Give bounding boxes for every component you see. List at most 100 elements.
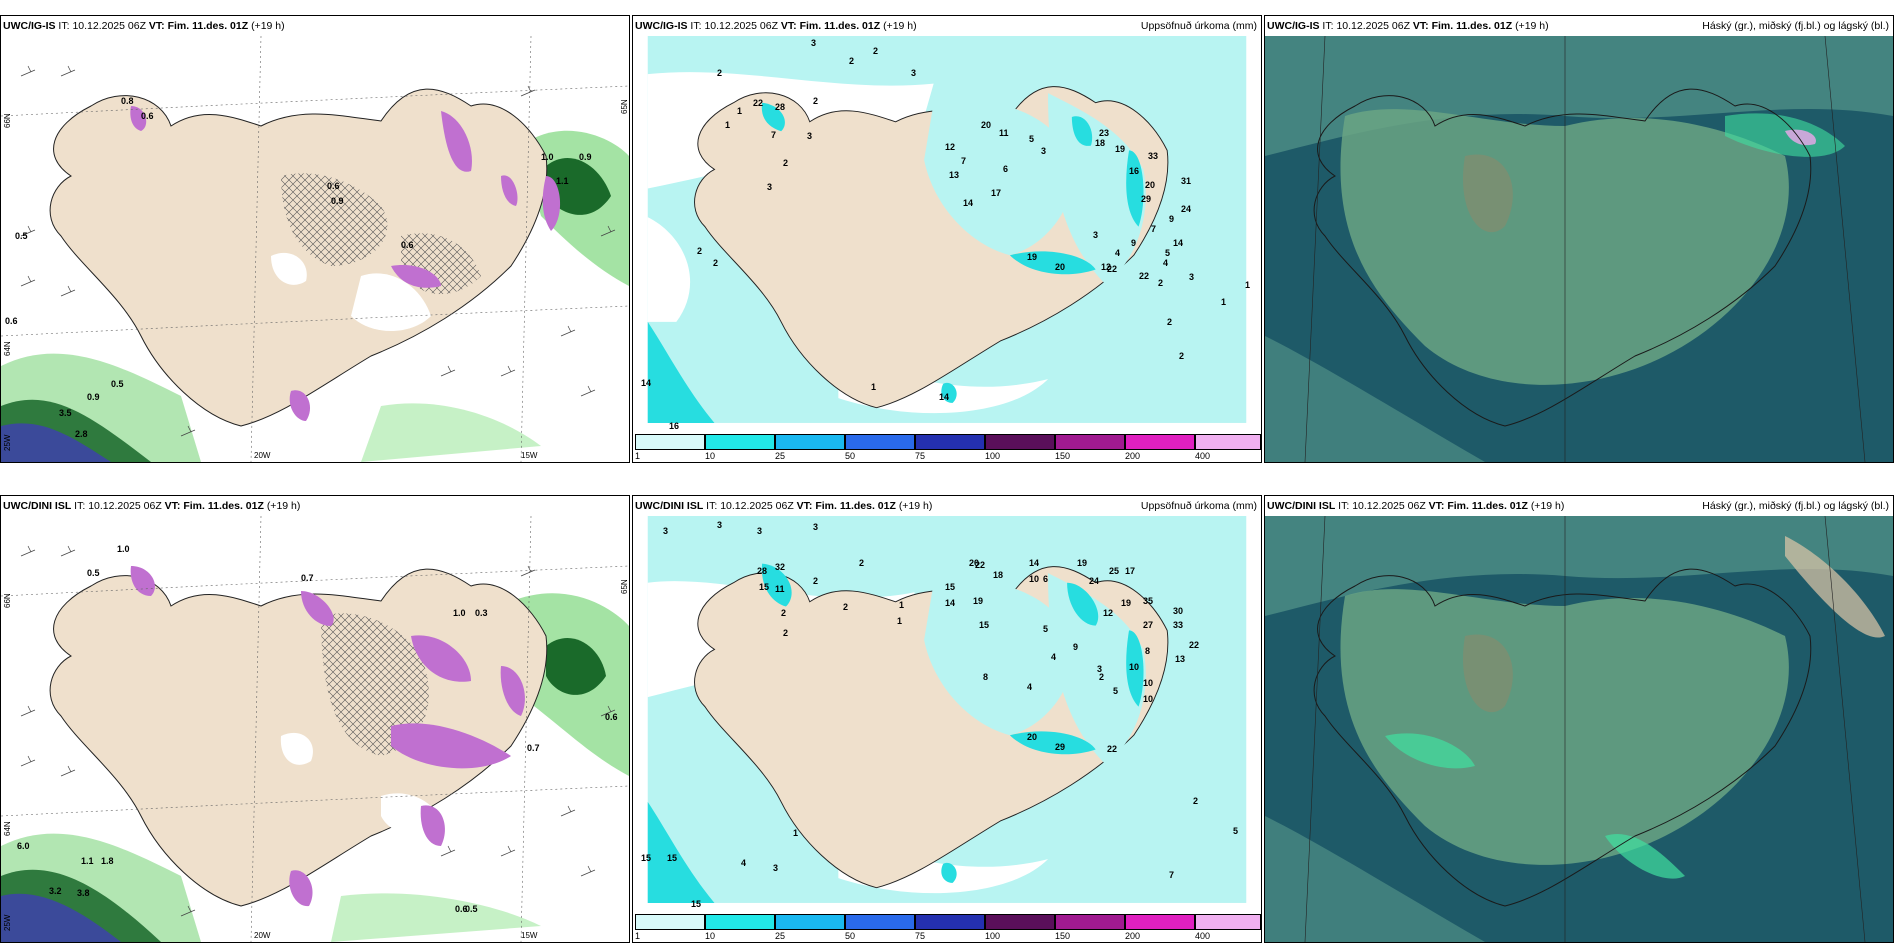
precip-value-label: 12 bbox=[945, 142, 956, 152]
precip-value-label: 1 bbox=[1245, 280, 1251, 290]
precip-value-label: 2 bbox=[1179, 351, 1185, 361]
colorbar-tick: 200 bbox=[1125, 931, 1141, 941]
precip-value-label: 18 bbox=[1095, 138, 1106, 148]
vt-label: VT: bbox=[148, 20, 165, 32]
precip-value-label: 3 bbox=[807, 131, 813, 141]
colorbar bbox=[635, 914, 1261, 930]
model-name: UWC/IG-IS bbox=[635, 20, 688, 32]
precip-value-label: 16 bbox=[669, 421, 680, 431]
lead-time: (+19 h) bbox=[883, 20, 917, 32]
precip-value-label: 10 bbox=[1143, 678, 1154, 688]
snow-value-label: 0.6 bbox=[5, 316, 18, 326]
colorbar-swatch bbox=[1195, 914, 1261, 930]
it-label: IT: bbox=[74, 500, 86, 512]
snow-value-label: 0.6 bbox=[141, 111, 154, 121]
precip-value-label: 28 bbox=[775, 102, 786, 112]
precip-value-label: 9 bbox=[1073, 642, 1079, 652]
colorbar-tick: 75 bbox=[915, 451, 926, 461]
precip-value-label: 10 bbox=[1129, 662, 1140, 672]
precip-value-label: 20 bbox=[969, 558, 980, 568]
precip-value-label: 24 bbox=[1089, 576, 1100, 586]
snow-value-label: 3.2 bbox=[49, 886, 62, 896]
precip-value-label: 3 bbox=[1041, 146, 1047, 156]
precip-value-label: 5 bbox=[1043, 624, 1049, 634]
precip-value-label: 15 bbox=[759, 582, 770, 592]
vt-value: Fim. 11.des. 01Z bbox=[1431, 20, 1513, 32]
colorbar-tick: 50 bbox=[845, 451, 856, 461]
lead-time: (+19 h) bbox=[1530, 500, 1565, 512]
precip-value-label: 2 bbox=[781, 608, 787, 618]
precip-value-label: 2 bbox=[813, 96, 819, 106]
precip-value-label: 3 bbox=[911, 68, 917, 78]
precip-value-label: 19 bbox=[1027, 252, 1038, 262]
precip-value-label: 19 bbox=[1115, 144, 1126, 154]
precip-value-label: 6 bbox=[1043, 574, 1049, 584]
model-name: UWC/DINI ISL bbox=[635, 500, 704, 512]
precip-value-label: 2 bbox=[717, 68, 723, 78]
colorbar-swatch bbox=[985, 914, 1055, 930]
lead-time: (+19 h) bbox=[251, 20, 285, 32]
precip-value-label: 35 bbox=[1143, 596, 1154, 606]
precip-value-label: 22 bbox=[1139, 271, 1150, 281]
map-variable-title: Háský (gr.), miðský (fj.bl.) og lágský (… bbox=[1702, 500, 1889, 512]
lead-time: (+19 h) bbox=[266, 500, 301, 512]
precip-value-label: 22 bbox=[1107, 744, 1118, 754]
it-label: IT: bbox=[1338, 500, 1350, 512]
snow-wind-map bbox=[1, 36, 629, 462]
colorbar-tick: 75 bbox=[915, 931, 926, 941]
precip-value-label: 15 bbox=[691, 899, 702, 909]
precip-value-label: 5 bbox=[1165, 248, 1171, 258]
snow-value-label: 1.0 bbox=[541, 152, 554, 162]
vt-label: VT: bbox=[796, 500, 813, 512]
lon-label: 25W bbox=[3, 434, 12, 451]
panel-title: UWC/IG-IS IT: 10.12.2025 06Z VT: Fim. 11… bbox=[1, 16, 629, 36]
precip-value-label: 29 bbox=[1055, 742, 1066, 752]
precip-value-label: 13 bbox=[1175, 654, 1186, 664]
precip-value-label: 15 bbox=[945, 582, 956, 592]
snow-value-label: 0.6 bbox=[327, 181, 340, 191]
snow-value-label: 0.7 bbox=[527, 743, 540, 753]
precip-value-label: 2 bbox=[713, 258, 719, 268]
snow-value-label: 1.8 bbox=[101, 856, 114, 866]
precip-value-label: 29 bbox=[1141, 194, 1152, 204]
precip-value-label: 31 bbox=[1181, 176, 1192, 186]
colorbar-swatch bbox=[1195, 434, 1261, 450]
precip-value-label: 11 bbox=[999, 128, 1009, 138]
snow-value-label: 1.0 bbox=[117, 544, 130, 554]
map-variable-title: Uppsöfnuð úrkoma (mm) bbox=[1140, 500, 1257, 512]
precip-value-label: 2 bbox=[1167, 317, 1173, 327]
precip-value-label: 9 bbox=[1131, 238, 1137, 248]
snow-value-label: 0.7 bbox=[301, 573, 314, 583]
precip-value-label: 4 bbox=[1115, 248, 1121, 258]
precip-value-label: 22 bbox=[1189, 640, 1200, 650]
snow-value-label: 0.5 bbox=[465, 904, 478, 914]
colorbar-swatch bbox=[705, 434, 775, 450]
precip-value-label: 16 bbox=[1129, 166, 1140, 176]
colorbar-swatch bbox=[775, 914, 845, 930]
it-value: 10.12.2025 06Z bbox=[72, 20, 146, 32]
precip-value-label: 2 bbox=[783, 158, 789, 168]
map-variable-title: Háský (gr.), miðský (fj.bl.) og lágský (… bbox=[1702, 20, 1889, 32]
it-value: 10.12.2025 06Z bbox=[720, 500, 794, 512]
vt-label: VT: bbox=[1412, 20, 1429, 32]
precip-value-label: 3 bbox=[1189, 272, 1195, 282]
precip-value-label: 13 bbox=[949, 170, 960, 180]
precip-value-label: 4 bbox=[1163, 258, 1169, 268]
precip-value-label: 10 bbox=[1143, 694, 1154, 704]
precip-value-label: 22 bbox=[1107, 264, 1118, 274]
snow-value-label: 0.6 bbox=[455, 904, 468, 914]
colorbar-swatch bbox=[915, 434, 985, 450]
snow-value-label: 0.3 bbox=[475, 608, 488, 618]
model-name: UWC/DINI ISL bbox=[1267, 500, 1336, 512]
precip-value-label: 2 bbox=[1158, 278, 1164, 288]
precip-value-label: 33 bbox=[1148, 151, 1159, 161]
colorbar-swatch bbox=[915, 914, 985, 930]
precip-value-label: 5 bbox=[1233, 826, 1239, 836]
colorbar-tick: 100 bbox=[985, 931, 1001, 941]
colorbar-swatch bbox=[635, 434, 705, 450]
lead-time: (+19 h) bbox=[898, 500, 933, 512]
precip-value-label: 2 bbox=[843, 602, 849, 612]
precip-map bbox=[647, 36, 1247, 423]
colorbar-swatch bbox=[985, 434, 1055, 450]
precip-value-label: 18 bbox=[993, 570, 1004, 580]
